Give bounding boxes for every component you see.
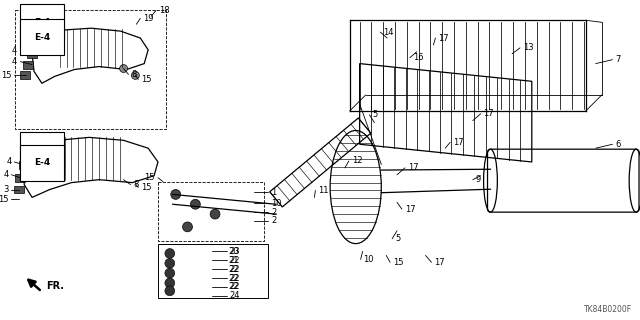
Circle shape — [191, 199, 200, 209]
Text: 16: 16 — [413, 53, 424, 62]
Text: 1: 1 — [271, 188, 276, 197]
Text: 17: 17 — [408, 164, 419, 172]
Text: 22: 22 — [229, 282, 239, 292]
Text: 22: 22 — [230, 274, 240, 283]
Text: 15: 15 — [1, 71, 12, 80]
Polygon shape — [27, 50, 37, 58]
Text: 3: 3 — [3, 185, 8, 194]
Text: 8: 8 — [131, 70, 137, 79]
Text: 15: 15 — [141, 183, 152, 192]
Text: 20: 20 — [229, 247, 239, 256]
Text: TK84B0200F: TK84B0200F — [584, 305, 632, 314]
Text: 22: 22 — [230, 282, 240, 292]
Circle shape — [165, 249, 175, 258]
Text: E-4: E-4 — [34, 18, 50, 27]
Text: 4: 4 — [12, 57, 17, 66]
Text: 7: 7 — [616, 55, 621, 64]
Text: 24: 24 — [230, 291, 240, 300]
Text: 6: 6 — [616, 140, 621, 149]
Text: 11: 11 — [318, 186, 329, 195]
Text: 22: 22 — [229, 265, 239, 274]
Text: 15: 15 — [141, 75, 152, 84]
Circle shape — [171, 189, 180, 199]
Text: 15: 15 — [393, 258, 404, 267]
Circle shape — [120, 65, 127, 72]
Text: 10: 10 — [271, 199, 282, 208]
Polygon shape — [15, 174, 25, 182]
Text: 4: 4 — [12, 46, 17, 55]
Polygon shape — [14, 186, 24, 194]
Text: 2: 2 — [271, 208, 276, 217]
Text: 9: 9 — [476, 175, 481, 184]
Text: 23: 23 — [230, 247, 241, 256]
Text: 10: 10 — [364, 255, 374, 264]
Text: 4: 4 — [3, 170, 8, 179]
Text: 13: 13 — [523, 43, 534, 52]
Text: E-4: E-4 — [34, 33, 50, 42]
Circle shape — [210, 209, 220, 219]
Circle shape — [165, 258, 175, 268]
Circle shape — [165, 286, 175, 296]
Text: 17: 17 — [435, 258, 445, 267]
Text: 17: 17 — [484, 109, 494, 118]
Text: 15: 15 — [145, 173, 155, 182]
Text: 8: 8 — [133, 180, 139, 189]
Text: 15: 15 — [0, 195, 8, 204]
Text: 2: 2 — [271, 217, 276, 226]
Circle shape — [182, 222, 193, 232]
Polygon shape — [20, 71, 30, 79]
Text: FR.: FR. — [46, 281, 64, 291]
Text: 17: 17 — [405, 205, 415, 214]
Polygon shape — [23, 61, 33, 68]
Text: 5: 5 — [372, 110, 378, 119]
Text: E-4: E-4 — [34, 158, 50, 167]
Text: 22: 22 — [230, 256, 240, 265]
Text: 22: 22 — [229, 274, 239, 283]
Polygon shape — [19, 161, 29, 169]
Circle shape — [165, 278, 175, 288]
Text: 18: 18 — [159, 6, 170, 15]
Text: 22: 22 — [230, 265, 240, 274]
Text: 5: 5 — [395, 234, 400, 243]
Text: 12: 12 — [352, 156, 362, 165]
Text: 17: 17 — [453, 138, 464, 147]
Text: 21: 21 — [229, 256, 239, 265]
Circle shape — [131, 71, 140, 79]
Text: E-4: E-4 — [34, 146, 50, 155]
Text: 17: 17 — [438, 34, 449, 43]
Text: 14: 14 — [383, 28, 394, 36]
Text: 4: 4 — [6, 157, 12, 166]
Text: 19: 19 — [143, 14, 154, 23]
Circle shape — [165, 268, 175, 278]
